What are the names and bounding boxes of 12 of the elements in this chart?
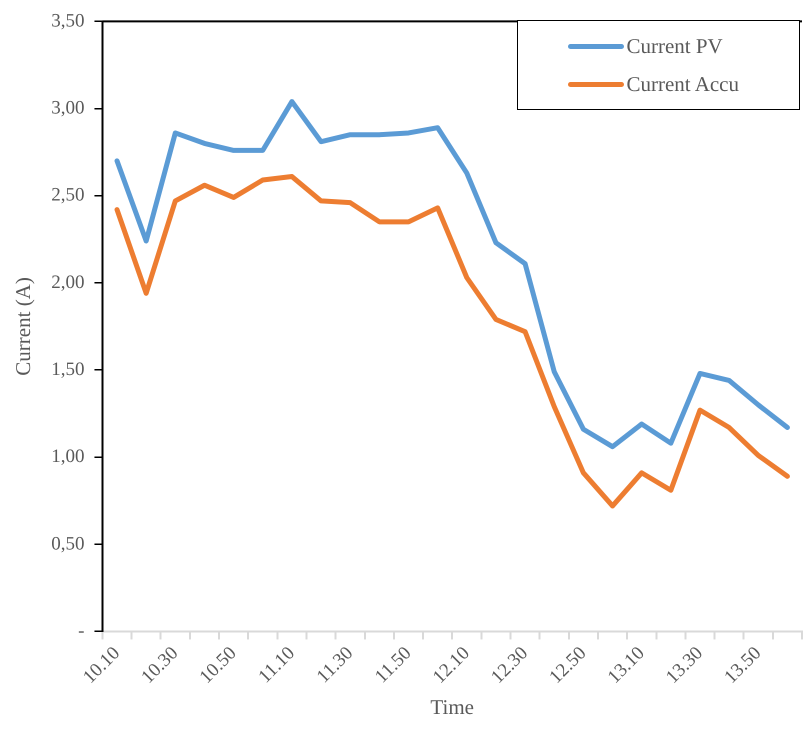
y-tick-label: 0,50 [51,533,84,554]
y-tick-label: 3,50 [51,10,84,32]
y-tick-label: 2,00 [51,272,84,293]
legend-label: Current Accu [626,72,739,96]
y-tick-label: - [78,620,84,642]
x-axis-title: Time [430,694,474,719]
y-tick-label: 1,00 [51,446,84,468]
y-tick-label: 2,50 [51,184,84,206]
y-tick-label: 1,50 [51,358,84,380]
legend-label: Current PV [626,34,723,58]
y-axis-title: Current (A) [11,277,36,376]
y-tick-label: 3,00 [51,98,84,119]
